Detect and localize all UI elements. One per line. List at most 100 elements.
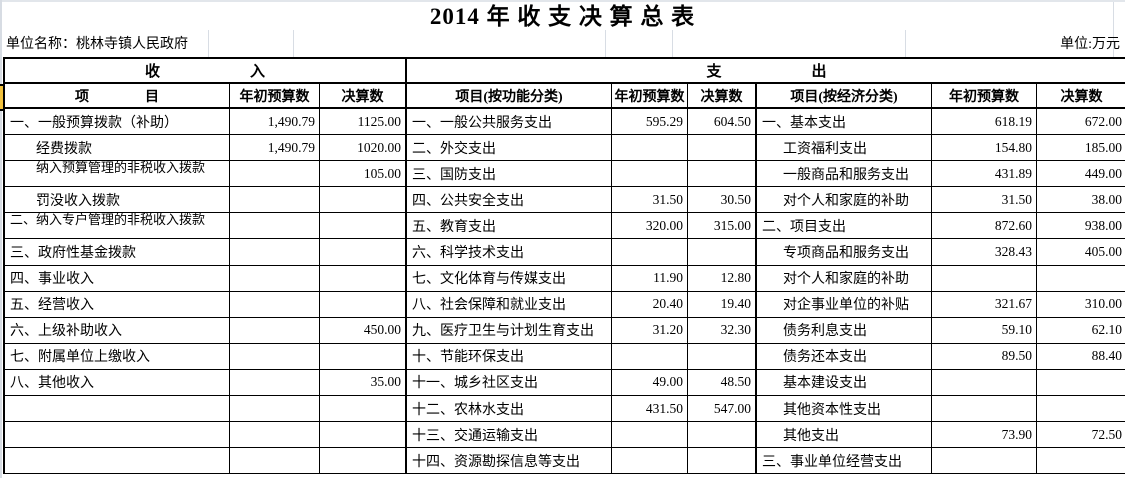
income-final-cell[interactable] <box>320 265 407 292</box>
income-final-cell[interactable] <box>320 396 407 423</box>
function-budget-cell[interactable] <box>612 343 688 370</box>
economic-item-cell[interactable]: 债务还本支出 <box>757 343 932 370</box>
income-budget-cell[interactable] <box>230 369 320 397</box>
economic-item-cell[interactable]: 一般商品和服务支出 <box>757 161 932 188</box>
col-header-economic-final[interactable]: 决算数 <box>1037 84 1125 109</box>
function-budget-cell[interactable]: 320.00 <box>612 213 688 240</box>
income-final-cell[interactable]: 35.00 <box>320 369 407 397</box>
col-header-economic-item[interactable]: 项目(按经济分类) <box>757 84 932 109</box>
col-header-function-item[interactable]: 项目(按功能分类) <box>407 84 612 109</box>
income-budget-cell[interactable] <box>230 291 320 318</box>
income-final-cell[interactable]: 1125.00 <box>320 109 407 136</box>
income-budget-cell[interactable] <box>230 161 320 188</box>
function-item-cell[interactable]: 八、社会保障和就业支出 <box>407 291 612 318</box>
economic-budget-cell[interactable]: 321.67 <box>932 291 1037 318</box>
income-item-cell[interactable]: 三、政府性基金拨款 <box>5 239 230 266</box>
economic-budget-cell[interactable]: 431.89 <box>932 161 1037 188</box>
economic-item-cell[interactable]: 二、项目支出 <box>757 213 932 240</box>
function-item-cell[interactable]: 十、节能环保支出 <box>407 343 612 370</box>
function-final-cell[interactable] <box>688 161 757 188</box>
function-budget-cell[interactable] <box>612 239 688 266</box>
economic-budget-cell[interactable] <box>932 396 1037 423</box>
economic-budget-cell[interactable]: 618.19 <box>932 109 1037 136</box>
income-budget-cell[interactable] <box>230 448 320 475</box>
economic-item-cell[interactable]: 对个人和家庭的补助 <box>757 187 932 214</box>
economic-item-cell[interactable]: 债务利息支出 <box>757 317 932 344</box>
function-budget-cell[interactable]: 31.20 <box>612 317 688 344</box>
economic-final-cell[interactable]: 938.00 <box>1037 213 1125 240</box>
income-budget-cell[interactable] <box>230 187 320 214</box>
col-header-income-budget[interactable]: 年初预算数 <box>230 84 320 109</box>
income-final-cell[interactable]: 450.00 <box>320 317 407 344</box>
income-budget-cell[interactable] <box>230 317 320 344</box>
col-header-economic-budget[interactable]: 年初预算数 <box>932 84 1037 109</box>
income-final-cell[interactable] <box>320 448 407 475</box>
function-item-cell[interactable]: 六、科学技术支出 <box>407 239 612 266</box>
function-final-cell[interactable]: 315.00 <box>688 213 757 240</box>
income-budget-cell[interactable] <box>230 239 320 266</box>
function-item-cell[interactable]: 九、医疗卫生与计划生育支出 <box>407 317 612 344</box>
function-final-cell[interactable] <box>688 239 757 266</box>
income-item-cell[interactable]: 八、其他收入 <box>5 369 230 397</box>
function-final-cell[interactable] <box>688 422 757 449</box>
function-item-cell[interactable]: 十三、交通运输支出 <box>407 422 612 449</box>
economic-budget-cell[interactable]: 154.80 <box>932 135 1037 162</box>
function-item-cell[interactable]: 十一、城乡社区支出 <box>407 369 612 397</box>
income-item-cell[interactable]: 经费拨款 <box>5 135 230 162</box>
economic-item-cell[interactable]: 三、事业单位经营支出 <box>757 448 932 475</box>
income-item-cell[interactable]: 四、事业收入 <box>5 265 230 292</box>
economic-item-cell[interactable]: 专项商品和服务支出 <box>757 239 932 266</box>
function-final-cell[interactable]: 19.40 <box>688 291 757 318</box>
function-final-cell[interactable]: 30.50 <box>688 187 757 214</box>
col-header-income-item[interactable]: 项 目 <box>5 84 230 109</box>
economic-budget-cell[interactable]: 59.10 <box>932 317 1037 344</box>
function-item-cell[interactable]: 二、外交支出 <box>407 135 612 162</box>
income-final-cell[interactable] <box>320 291 407 318</box>
income-section-header[interactable]: 收 入 <box>5 59 407 84</box>
economic-final-cell[interactable]: 88.40 <box>1037 344 1125 370</box>
economic-final-cell[interactable]: 185.00 <box>1037 135 1125 162</box>
function-final-cell[interactable]: 547.00 <box>688 396 757 423</box>
economic-item-cell[interactable]: 对企事业单位的补贴 <box>757 291 932 318</box>
function-budget-cell[interactable]: 49.00 <box>612 369 688 397</box>
col-header-function-final[interactable]: 决算数 <box>688 84 757 109</box>
expense-section-header[interactable]: 支 出 <box>407 59 1125 84</box>
income-final-cell[interactable] <box>320 343 407 370</box>
economic-final-cell[interactable] <box>1037 370 1125 397</box>
economic-final-cell[interactable] <box>1037 266 1125 292</box>
col-header-income-final[interactable]: 决算数 <box>320 84 407 109</box>
function-budget-cell[interactable] <box>612 422 688 449</box>
function-final-cell[interactable]: 48.50 <box>688 369 757 397</box>
function-item-cell[interactable]: 三、国防支出 <box>407 161 612 188</box>
income-final-cell[interactable] <box>320 422 407 449</box>
economic-item-cell[interactable]: 一、基本支出 <box>757 109 932 136</box>
economic-budget-cell[interactable]: 73.90 <box>932 422 1037 449</box>
income-item-cell[interactable]: 六、上级补助收入 <box>5 317 230 344</box>
function-budget-cell[interactable]: 431.50 <box>612 396 688 423</box>
economic-budget-cell[interactable]: 89.50 <box>932 343 1037 370</box>
economic-final-cell[interactable]: 449.00 <box>1037 161 1125 188</box>
income-item-cell[interactable] <box>5 396 230 423</box>
income-budget-cell[interactable]: 1,490.79 <box>230 109 320 136</box>
function-budget-cell[interactable]: 31.50 <box>612 187 688 214</box>
income-final-cell[interactable] <box>320 239 407 266</box>
economic-budget-cell[interactable] <box>932 265 1037 292</box>
function-item-cell[interactable]: 十四、资源勘探信息等支出 <box>407 448 612 475</box>
economic-final-cell[interactable]: 672.00 <box>1037 109 1125 136</box>
income-item-cell[interactable]: 七、附属单位上缴收入 <box>5 343 230 370</box>
income-final-cell[interactable] <box>320 213 407 240</box>
income-budget-cell[interactable] <box>230 396 320 423</box>
income-final-cell[interactable] <box>320 187 407 214</box>
function-budget-cell[interactable] <box>612 161 688 188</box>
function-budget-cell[interactable] <box>612 448 688 475</box>
economic-budget-cell[interactable] <box>932 448 1037 475</box>
function-final-cell[interactable] <box>688 448 757 475</box>
economic-item-cell[interactable]: 对个人和家庭的补助 <box>757 265 932 292</box>
economic-final-cell[interactable] <box>1037 396 1125 423</box>
function-budget-cell[interactable]: 11.90 <box>612 265 688 292</box>
income-item-cell[interactable] <box>5 448 230 475</box>
income-budget-cell[interactable]: 1,490.79 <box>230 135 320 162</box>
function-budget-cell[interactable]: 595.29 <box>612 109 688 136</box>
economic-budget-cell[interactable]: 31.50 <box>932 187 1037 214</box>
income-item-cell[interactable]: 罚没收入拨款 <box>5 187 230 214</box>
